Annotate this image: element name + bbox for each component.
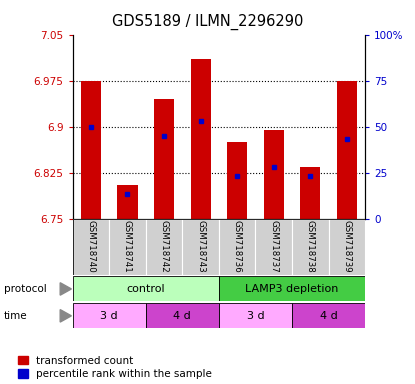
Bar (146, 303, 219, 328)
Text: GSM718737: GSM718737 (269, 220, 278, 273)
Text: GSM718738: GSM718738 (306, 220, 315, 273)
Bar (73, 219, 109, 275)
Text: 3 d: 3 d (247, 311, 264, 321)
Text: 3 d: 3 d (100, 311, 118, 321)
Text: LAMP3 depletion: LAMP3 depletion (245, 284, 339, 294)
Text: GDS5189 / ILMN_2296290: GDS5189 / ILMN_2296290 (112, 13, 303, 30)
Text: GSM718742: GSM718742 (159, 220, 168, 273)
Text: time: time (4, 311, 28, 321)
Bar (219, 303, 292, 328)
Bar (182, 219, 219, 275)
Text: 4 d: 4 d (320, 311, 337, 321)
Legend: transformed count, percentile rank within the sample: transformed count, percentile rank withi… (18, 356, 212, 379)
Polygon shape (60, 283, 71, 295)
Bar (81, 81, 101, 219)
Bar (227, 142, 247, 219)
Text: protocol: protocol (4, 284, 47, 294)
Bar (329, 219, 365, 275)
Bar (256, 219, 292, 275)
Text: control: control (127, 284, 165, 294)
Bar (117, 185, 137, 219)
Bar (73, 276, 219, 301)
Bar (73, 303, 146, 328)
Polygon shape (60, 310, 71, 322)
Bar (219, 219, 256, 275)
Bar (292, 219, 329, 275)
Bar (154, 99, 174, 219)
Text: GSM718740: GSM718740 (86, 220, 95, 273)
Text: GSM718739: GSM718739 (342, 220, 352, 273)
Text: GSM718736: GSM718736 (233, 220, 242, 273)
Bar (109, 219, 146, 275)
Bar (337, 81, 357, 219)
Bar (219, 276, 365, 301)
Bar (300, 167, 320, 219)
Text: GSM718743: GSM718743 (196, 220, 205, 273)
Bar (292, 303, 365, 328)
Text: 4 d: 4 d (173, 311, 191, 321)
Text: GSM718741: GSM718741 (123, 220, 132, 273)
Bar (146, 219, 182, 275)
Bar (190, 59, 211, 219)
Bar (264, 130, 284, 219)
